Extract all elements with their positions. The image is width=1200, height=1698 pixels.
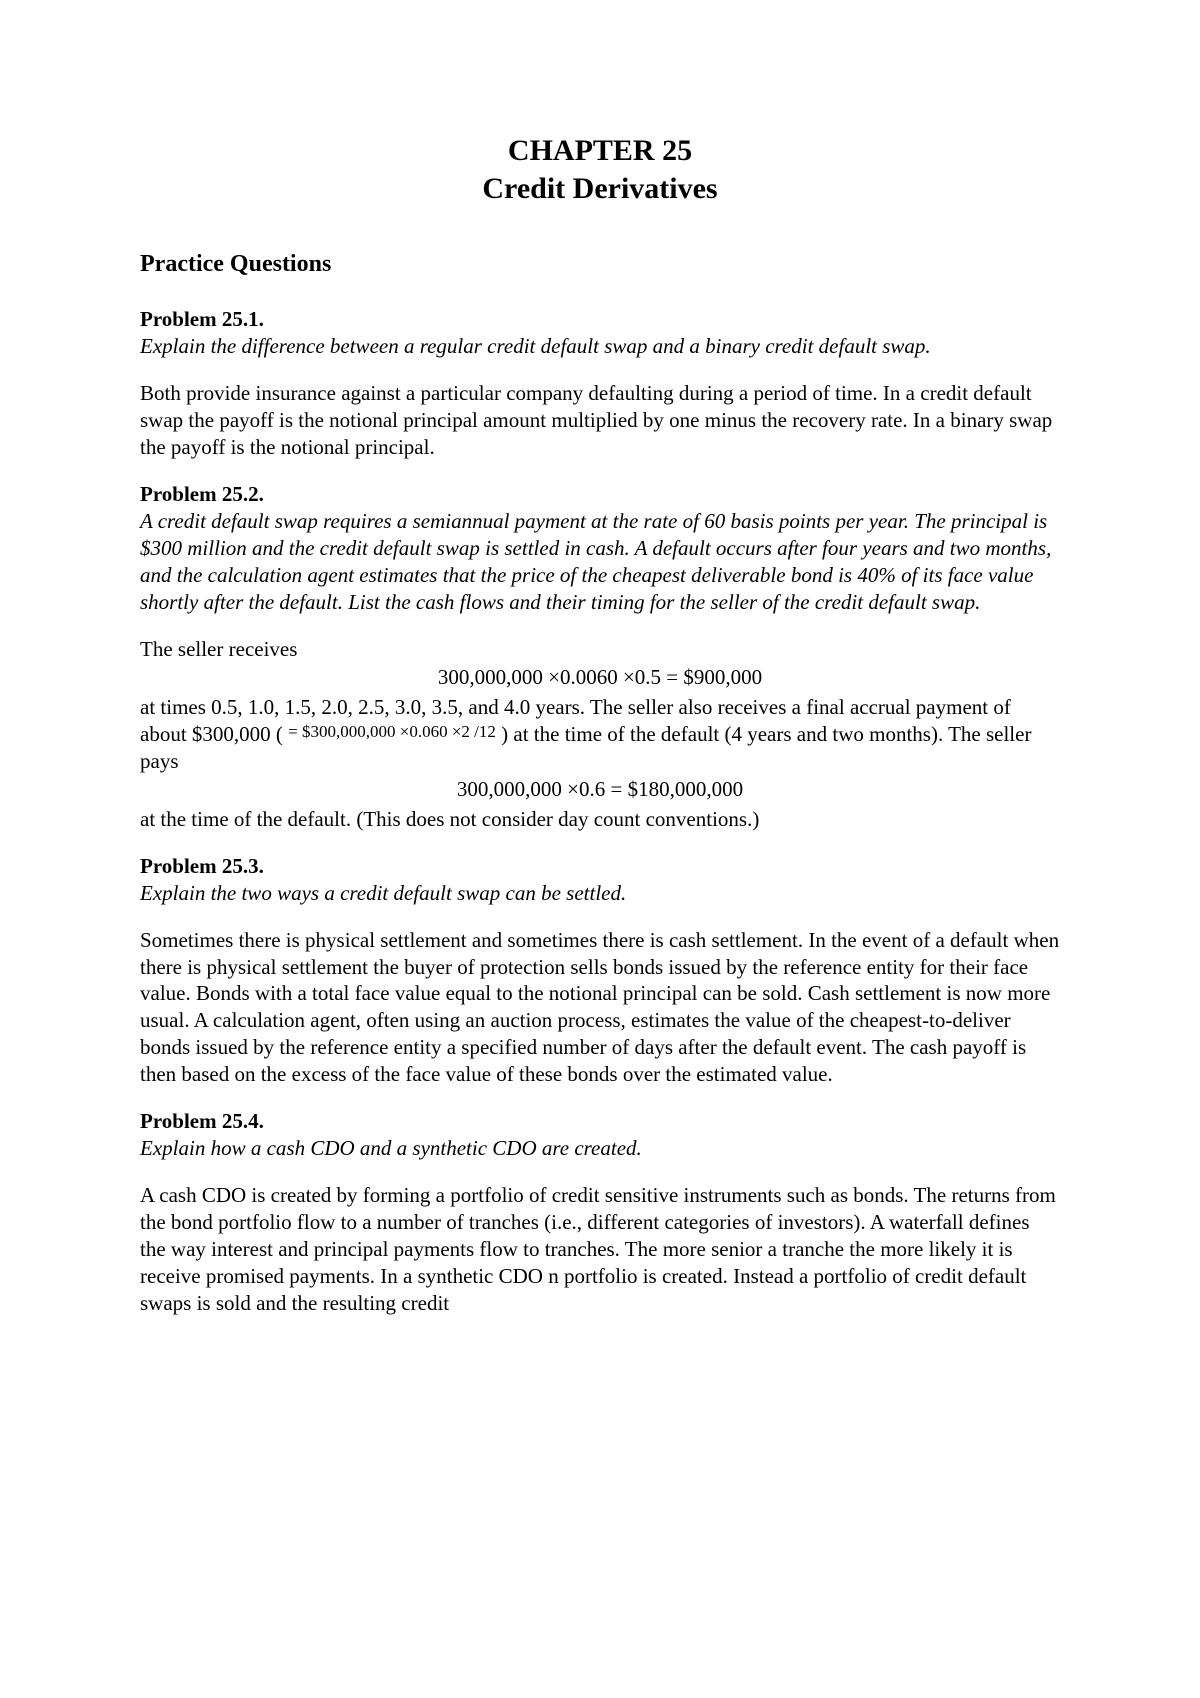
problem-label: Problem 25.3. — [140, 853, 1060, 880]
problem-answer: A cash CDO is created by forming a portf… — [140, 1182, 1060, 1316]
problem-label: Problem 25.4. — [140, 1108, 1060, 1135]
document-page: CHAPTER 25 Credit Derivatives Practice Q… — [0, 0, 1200, 1698]
problem-answer: Both provide insurance against a particu… — [140, 380, 1060, 461]
problem-2: Problem 25.2. A credit default swap requ… — [140, 481, 1060, 833]
problem-prompt: Explain how a cash CDO and a synthetic C… — [140, 1135, 1060, 1162]
chapter-title: Credit Derivatives — [140, 170, 1060, 208]
problem-answer: Sometimes there is physical settlement a… — [140, 927, 1060, 1088]
section-title: Practice Questions — [140, 251, 1060, 278]
chapter-number: CHAPTER 25 — [140, 132, 1060, 170]
equation-2: 300,000,000 ×0.6 = $180,000,000 — [140, 776, 1060, 803]
problem-prompt: A credit default swap requires a semiann… — [140, 508, 1060, 616]
problem-label: Problem 25.1. — [140, 306, 1060, 333]
problem-4: Problem 25.4. Explain how a cash CDO and… — [140, 1108, 1060, 1317]
answer-mid: at times 0.5, 1.0, 1.5, 2.0, 2.5, 3.0, 3… — [140, 694, 1060, 775]
problem-prompt: Explain the difference between a regular… — [140, 333, 1060, 360]
inline-equation: = $300,000,000 ×0.060 ×2 /12 — [288, 722, 496, 741]
problem-label: Problem 25.2. — [140, 481, 1060, 508]
problem-3: Problem 25.3. Explain the two ways a cre… — [140, 853, 1060, 1088]
problem-prompt: Explain the two ways a credit default sw… — [140, 880, 1060, 907]
answer-tail: at the time of the default. (This does n… — [140, 806, 1060, 833]
answer-intro: The seller receives — [140, 636, 1060, 663]
equation-1: 300,000,000 ×0.0060 ×0.5 = $900,000 — [140, 664, 1060, 691]
problem-1: Problem 25.1. Explain the difference bet… — [140, 306, 1060, 461]
